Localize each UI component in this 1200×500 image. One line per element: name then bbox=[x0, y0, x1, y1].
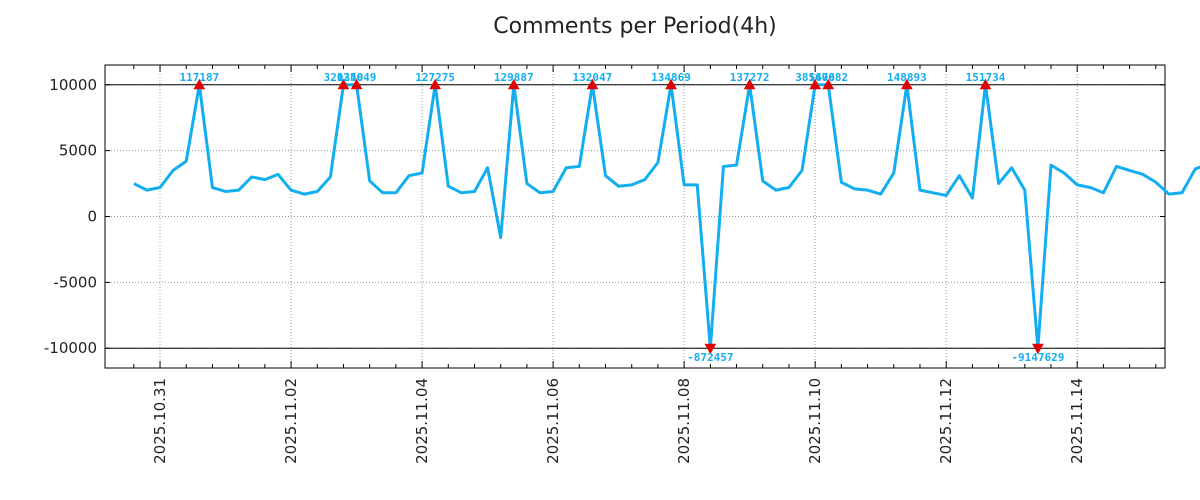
x-tick-label: 2025.11.12 bbox=[937, 378, 955, 464]
clip-marker bbox=[809, 78, 822, 90]
x-tick-label: 2025.11.04 bbox=[413, 378, 431, 464]
clip-marker bbox=[429, 78, 442, 90]
x-tick-label: 2025.11.10 bbox=[806, 378, 824, 464]
clip-value-label: 134869 bbox=[651, 71, 691, 84]
clip-marker bbox=[979, 78, 992, 90]
clip-value-label: 151734 bbox=[966, 71, 1006, 84]
clip-value-label: 127275 bbox=[415, 71, 455, 84]
x-tick-label: 2025.11.06 bbox=[544, 378, 562, 464]
clip-value-label: 132047 bbox=[573, 71, 613, 84]
clip-value-label: 129887 bbox=[494, 71, 534, 84]
clip-marker bbox=[507, 78, 520, 90]
clip-marker bbox=[901, 78, 913, 90]
x-axis-ticks: 2025.10.31 2025.11.02 2025.11.04 2025.11.06… bbox=[133, 65, 1157, 464]
x-tick-label: 2025.10.31 bbox=[151, 378, 169, 464]
grid-layer bbox=[105, 65, 1165, 368]
y-tick-label: -5000 bbox=[53, 273, 97, 291]
clip-marker bbox=[743, 78, 756, 90]
clip-value-label: 385678 bbox=[795, 71, 835, 84]
clip-value-label: 148893 bbox=[887, 71, 927, 84]
x-tick-label: 2025.11.02 bbox=[282, 378, 300, 464]
clip-value-label: 140082 bbox=[808, 71, 848, 84]
clip-value-label: -872457 bbox=[687, 351, 733, 364]
x-tick-label: 2025.11.14 bbox=[1068, 378, 1086, 464]
clip-marker bbox=[337, 78, 350, 90]
clip-value-label: 137272 bbox=[730, 71, 770, 84]
y-tick-label: -10000 bbox=[44, 339, 97, 357]
y-tick-label: 5000 bbox=[59, 142, 97, 160]
y-axis-ticks: 10000 5000 0 -5000 -10000 bbox=[44, 76, 1165, 357]
chart-title: Comments per Period(4h) bbox=[493, 14, 777, 39]
clip-marker bbox=[704, 343, 717, 355]
clip-marker bbox=[586, 78, 599, 90]
x-tick-label: 2025.11.08 bbox=[675, 378, 693, 464]
clip-marker bbox=[1032, 343, 1044, 355]
clip-value-label: 320340 bbox=[324, 71, 364, 84]
clip-marker bbox=[193, 78, 206, 90]
clip-marker bbox=[665, 78, 677, 90]
clip-value-label: 125049 bbox=[337, 71, 377, 84]
clip-marker bbox=[822, 78, 835, 90]
y-tick-label: 10000 bbox=[49, 76, 97, 94]
y-tick-label: 0 bbox=[87, 208, 97, 226]
clip-value-label: 117187 bbox=[179, 71, 219, 84]
clip-marker bbox=[350, 78, 363, 90]
clip-value-label: -9147629 bbox=[1011, 351, 1064, 364]
